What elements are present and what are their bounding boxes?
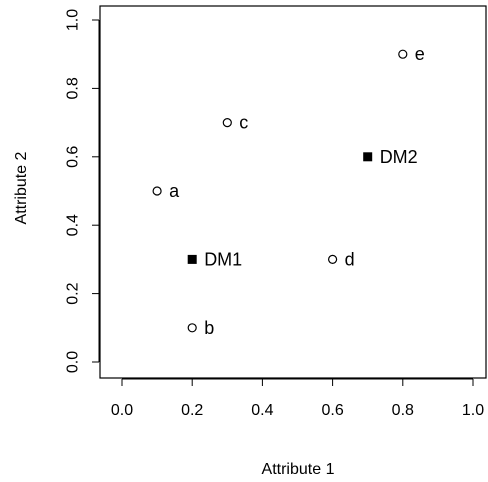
marker-circle-c	[222, 117, 232, 128]
point-label-e: e	[415, 44, 425, 64]
y-tick-label: 0.6	[65, 146, 82, 168]
marker-circle-e	[398, 49, 408, 59]
marker-circle-b	[187, 323, 197, 333]
y-tick-label: 0.0	[65, 351, 82, 373]
x-tick-label: 0.4	[251, 402, 273, 419]
x-tick-label: 0.0	[111, 402, 133, 419]
marker-square-dm2	[363, 152, 373, 162]
x-tick-label: 0.2	[181, 402, 203, 419]
y-tick-label: 0.4	[65, 214, 82, 236]
x-axis: 0.0 0.2 0.4 0.6 0.8 1.0	[111, 378, 484, 419]
plot-box	[99, 5, 487, 379]
x-tick-label: 0.8	[392, 402, 414, 419]
y-tick-label: 0.2	[65, 282, 82, 304]
point-label-dm1: DM1	[204, 249, 242, 269]
marker-circle-d	[328, 254, 338, 264]
point-label-b: b	[204, 318, 214, 338]
data-points: a b c d e DM1 DM2	[152, 44, 425, 338]
marker-square-dm1	[187, 254, 197, 264]
y-axis-title: Attribute 2	[13, 151, 30, 224]
point-label-d: d	[345, 249, 355, 269]
x-tick-label: 1.0	[462, 402, 484, 419]
y-tick-label: 0.8	[65, 77, 82, 99]
point-label-a: a	[169, 181, 180, 201]
y-tick-label: 1.0	[65, 9, 82, 31]
x-axis-title: Attribute 1	[262, 461, 335, 478]
point-label-dm2: DM2	[380, 147, 418, 167]
point-label-c: c	[239, 113, 248, 133]
y-axis: 0.0 0.2 0.4 0.6 0.8 1.0	[65, 9, 100, 373]
marker-circle-a	[152, 186, 162, 196]
x-tick-label: 0.6	[321, 402, 343, 419]
